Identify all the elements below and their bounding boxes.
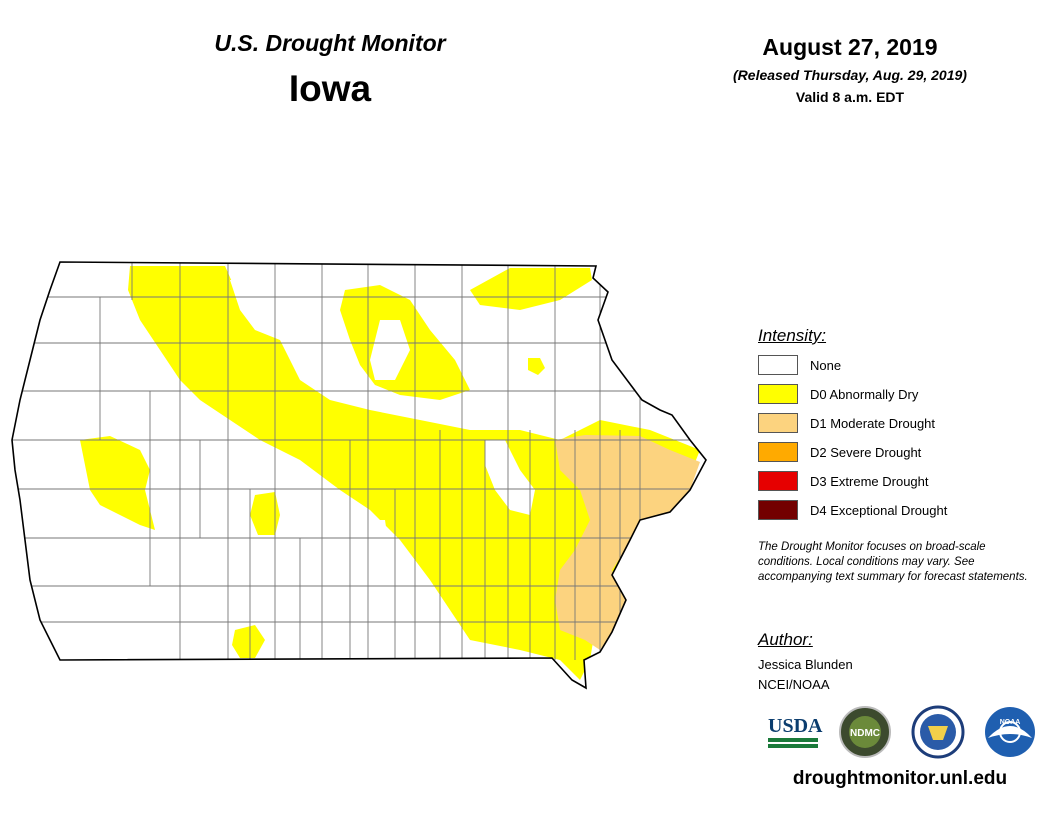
legend-swatch-d0 [758, 384, 798, 404]
ndmc-logo-text: NDMC [850, 728, 880, 739]
legend-swatch-none [758, 355, 798, 375]
release-date: (Released Thursday, Aug. 29, 2019) [733, 67, 967, 83]
valid-time: Valid 8 a.m. EDT [795, 89, 905, 105]
state-outline [11, 261, 707, 690]
legend-label: D1 Moderate Drought [810, 416, 936, 431]
legend-label: D4 Exceptional Drought [810, 503, 948, 518]
legend-title: Intensity: [758, 326, 827, 345]
legend-label: D0 Abnormally Dry [810, 387, 919, 402]
usda-logo-text: USDA [768, 715, 823, 737]
legend-label: D3 Extreme Drought [810, 474, 929, 489]
author-name: Jessica Blunden [758, 657, 853, 672]
commerce-seal-icon [911, 705, 965, 759]
legend-swatch-d4 [758, 500, 798, 520]
state-name: Iowa [288, 68, 372, 109]
legend-label: D2 Severe Drought [810, 445, 922, 460]
map-title: U.S. Drought Monitor [214, 30, 446, 56]
legend-label: None [810, 358, 842, 373]
iowa-drought-map [11, 261, 707, 690]
legend-swatch-d3 [758, 471, 798, 491]
legend-swatch-d1 [758, 413, 798, 433]
author-heading: Author: [758, 630, 813, 649]
website-url[interactable]: droughtmonitor.unl.edu [792, 768, 1008, 789]
disclaimer-note: The Drought Monitor focuses on broad-sca… [758, 541, 1028, 583]
usda-logo: USDA [768, 715, 823, 748]
legend-swatch-d2 [758, 442, 798, 462]
ndmc-logo: NDMC [839, 706, 891, 758]
map-date: August 27, 2019 [762, 34, 938, 60]
partner-logos: USDA NDMC NOAA [768, 705, 1035, 759]
county-lines [12, 262, 706, 660]
noaa-logo-text: NOAA [1000, 719, 1021, 726]
d0-holes [230, 280, 535, 560]
d0-abnormally-dry-area [80, 266, 700, 680]
noaa-logo: NOAA [985, 707, 1035, 757]
author-org: NCEI/NOAA [758, 677, 830, 692]
